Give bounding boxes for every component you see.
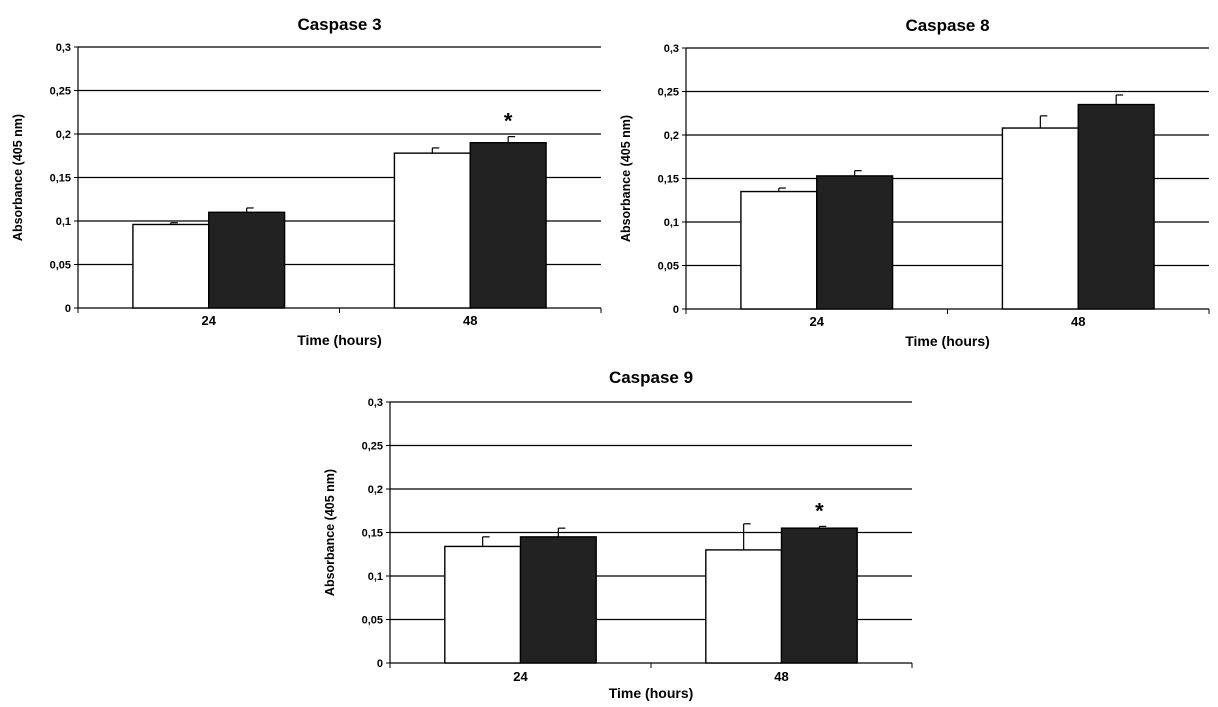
y-axis-label: Absorbance (405 nm)	[323, 469, 337, 596]
chart-title: Caspase 9	[609, 368, 693, 387]
chart-title: Caspase 3	[297, 15, 381, 34]
y-tick-label: 0	[65, 303, 71, 315]
bar	[208, 211, 286, 309]
bar	[1001, 127, 1079, 310]
y-tick-label: 0,2	[56, 129, 71, 141]
x-axis-label: Time (hours)	[905, 333, 990, 349]
bar	[469, 141, 547, 309]
x-axis-label: Time (hours)	[297, 332, 382, 348]
bar	[132, 223, 210, 309]
chart-title: Caspase 8	[905, 16, 989, 35]
x-tick-label: 48	[1071, 314, 1085, 329]
y-tick-label: 0,3	[664, 43, 679, 55]
x-tick-label: 48	[463, 313, 477, 328]
chart-panel-1: Caspase 3 0 0,05 0,1 0,15 0,2 0,25 0,3 24 48 * Time…	[11, 15, 602, 348]
chart-panel-3: Caspase 9 0 0,05 0,1 0,15 0,2 0,25 0,3 24 48 * Time…	[323, 368, 913, 701]
x-tick-label: 24	[810, 314, 825, 329]
x-tick-label: 48	[774, 669, 788, 684]
y-tick-label: 0	[377, 658, 383, 670]
bar	[1077, 103, 1155, 310]
y-tick-label: 0,3	[368, 397, 383, 409]
x-tick-label: 24	[202, 313, 217, 328]
bar	[393, 152, 471, 309]
y-tick-label: 0,25	[362, 441, 383, 453]
y-tick-label: 0	[673, 304, 679, 316]
y-tick-label: 0,1	[56, 216, 71, 228]
y-tick-label: 0,25	[658, 87, 679, 99]
y-tick-label: 0,1	[368, 571, 383, 583]
y-tick-label: 0,1	[664, 217, 679, 229]
y-axis-label: Absorbance (405 nm)	[619, 115, 633, 242]
y-tick-label: 0,15	[658, 174, 679, 186]
bar	[780, 527, 858, 664]
y-tick-label: 0,3	[56, 42, 71, 54]
bar	[816, 175, 894, 310]
y-tick-label: 0,15	[50, 173, 71, 185]
y-tick-label: 0,2	[368, 484, 383, 496]
y-tick-label: 0,15	[362, 528, 383, 540]
y-tick-label: 0,2	[664, 130, 679, 142]
significance-marker: *	[815, 498, 824, 523]
bar	[740, 190, 818, 310]
significance-marker: *	[504, 109, 513, 134]
y-tick-label: 0,05	[362, 615, 383, 627]
bar	[444, 545, 522, 664]
y-axis-label: Absorbance (405 nm)	[11, 114, 25, 241]
chart-panel-2: Caspase 8 0 0,05 0,1 0,15 0,2 0,25 0,3 24 48 Time …	[619, 16, 1210, 349]
x-tick-label: 24	[513, 669, 528, 684]
x-axis-label: Time (hours)	[609, 685, 694, 701]
y-tick-label: 0,05	[658, 261, 679, 273]
y-tick-label: 0,05	[50, 260, 71, 272]
y-tick-label: 0,25	[50, 86, 71, 98]
bar	[519, 536, 597, 664]
bar	[705, 549, 783, 664]
